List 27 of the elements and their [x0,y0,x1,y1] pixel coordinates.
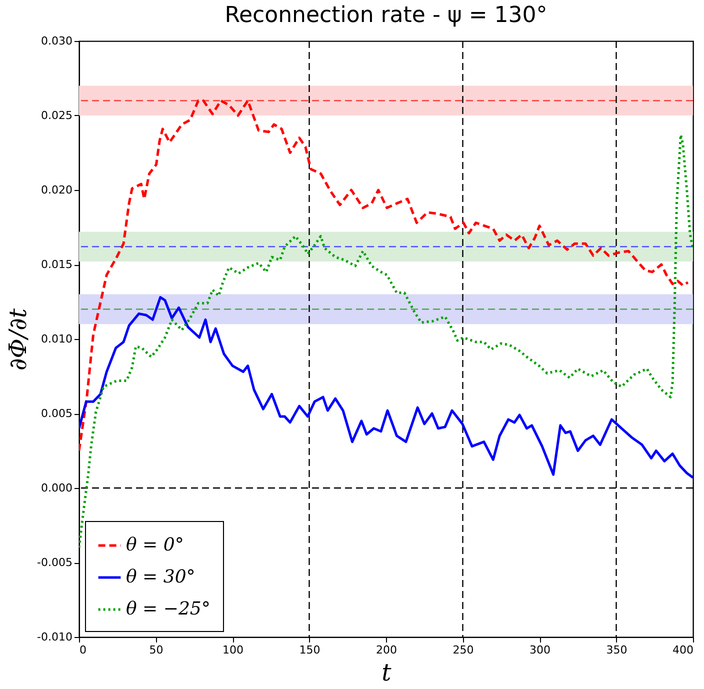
y-tick-label: 0.015 [41,258,72,271]
y-tick-label: -0.010 [37,630,72,644]
legend-label: θ = 0° [126,534,184,556]
x-tick-label: 250 [452,644,474,656]
y-tick-label: 0.000 [41,482,72,494]
x-tick-label: 50 [149,644,164,656]
x-tick-label: 150 [299,644,320,656]
legend-label: θ = −25° [126,598,210,620]
y-tick-label: 0.005 [41,407,72,420]
x-tick-label: 100 [222,644,244,656]
y-tick-label: -0.005 [37,556,72,569]
x-tick-label: 300 [530,644,550,656]
line-series [79,99,690,452]
y-tick-label: 0.025 [41,109,72,122]
y-tick-label: 0.010 [41,332,72,346]
x-tick-label: 350 [606,644,628,656]
x-tick-label: 0 [80,644,86,656]
x-axis-title: t [382,658,392,686]
legend-label: θ = 30° [126,566,196,588]
line-series [79,296,693,479]
y-tick-label: 0.020 [41,184,72,196]
chart-title: Reconnection rate - ψ = 130° [224,3,548,28]
y-tick-label: 0.030 [41,34,72,48]
x-tick-label: 200 [376,644,397,656]
line-series [79,134,693,549]
x-tick-label: 400 [672,644,694,656]
y-axis-title: ∂Φ/∂t [4,308,32,371]
